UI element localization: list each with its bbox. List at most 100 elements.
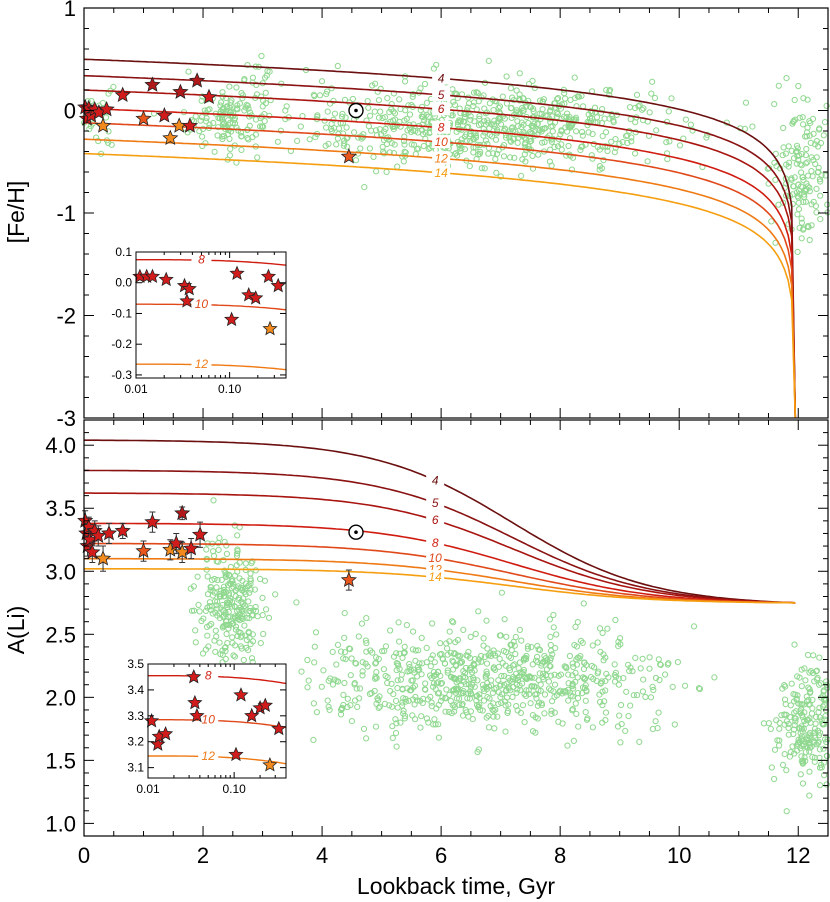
field-star-point (499, 93, 506, 100)
field-star-point (514, 139, 521, 146)
inset-y-tick-label: 0.1 (115, 245, 132, 259)
field-star-point (514, 123, 522, 130)
field-star-point (411, 682, 419, 689)
field-star-point (387, 688, 394, 695)
field-star-point (649, 725, 657, 733)
field-star-point (783, 767, 790, 774)
field-star-point (535, 151, 542, 158)
field-star-point (415, 647, 422, 654)
field-star-point (458, 702, 466, 709)
curve-label-bg (426, 535, 445, 549)
field-star-point (480, 642, 487, 649)
field-star-point (546, 685, 553, 692)
field-star-point (421, 686, 429, 693)
field-star-point (570, 685, 577, 692)
field-star-point (791, 641, 798, 648)
field-star-point (569, 707, 576, 714)
field-star-point (655, 656, 662, 663)
field-star-point (335, 125, 343, 132)
field-star-point (514, 118, 521, 125)
field-star-point (813, 667, 821, 674)
field-star-point (338, 648, 345, 655)
field-star-point (496, 103, 503, 110)
field-star-point (188, 607, 196, 614)
field-star-point (823, 738, 830, 746)
field-star-point (400, 710, 407, 717)
field-star-point (310, 700, 317, 707)
field-star-point (540, 96, 548, 103)
field-star-point (639, 106, 646, 113)
field-star-point (507, 105, 514, 112)
field-star-point (813, 154, 820, 161)
field-star-point (304, 656, 311, 664)
field-star-point (495, 104, 502, 112)
field-star-point (695, 685, 703, 692)
field-star-point (334, 135, 341, 142)
field-star-point (403, 622, 410, 629)
field-star-point (428, 674, 435, 682)
field-star-point (412, 647, 419, 654)
inset-y-tick-label: 3.1 (127, 761, 144, 775)
field-star-point (405, 697, 412, 704)
field-star-point (471, 118, 478, 125)
field-star-point (194, 573, 201, 580)
x-tick-label: 4 (316, 843, 328, 868)
field-star-point (805, 684, 812, 691)
field-star-point (817, 216, 824, 223)
field-star-point (790, 730, 797, 738)
field-star-point (411, 669, 418, 676)
field-star-point (598, 109, 605, 116)
field-star-point (397, 719, 404, 726)
field-star-point (462, 707, 469, 714)
field-star-point (389, 703, 396, 710)
field-star-point (505, 701, 512, 708)
field-star-point (262, 89, 269, 96)
field-star-point (444, 651, 451, 658)
field-star-point (311, 659, 318, 666)
field-star-point (412, 716, 419, 723)
field-star-point (371, 108, 378, 115)
field-star-point (324, 697, 331, 704)
field-star-point (252, 131, 259, 138)
field-star-point (234, 632, 241, 640)
field-star-point (795, 187, 803, 194)
field-star-point (312, 629, 320, 636)
field-star-point (227, 145, 234, 152)
inset-star (224, 311, 240, 327)
x-tick-label: 12 (786, 843, 810, 868)
field-star-point (565, 671, 572, 678)
field-star-point (519, 104, 526, 112)
field-star-point (501, 616, 508, 623)
field-star-point (791, 698, 798, 705)
field-star-point (627, 664, 634, 671)
field-star-point (246, 615, 253, 622)
field-star-point (553, 631, 560, 638)
field-star-point (86, 125, 93, 133)
field-star-point (215, 115, 222, 122)
field-star-point (513, 87, 520, 94)
field-star-point (476, 691, 483, 698)
field-star-point (804, 124, 811, 131)
field-star-point (676, 142, 684, 149)
field-star-point (204, 632, 211, 639)
field-star-point (452, 639, 459, 646)
field-star-point (209, 592, 217, 599)
field-star-point (648, 90, 655, 97)
field-star-point (785, 724, 792, 732)
field-star-point (491, 123, 498, 130)
field-star-point (108, 141, 115, 148)
field-star-point (411, 701, 418, 708)
field-star-point (496, 655, 503, 663)
field-star-point (528, 137, 535, 144)
field-star-point (410, 91, 417, 98)
field-star-point (799, 174, 806, 181)
field-star-point (435, 734, 442, 741)
sample-star (200, 88, 218, 105)
field-star-point (496, 114, 503, 121)
field-star-point (649, 683, 656, 691)
field-star-point (419, 700, 426, 707)
field-star-point (501, 698, 509, 705)
field-star-point (453, 150, 460, 157)
field-star-point (246, 122, 253, 129)
field-star-point (783, 75, 790, 82)
